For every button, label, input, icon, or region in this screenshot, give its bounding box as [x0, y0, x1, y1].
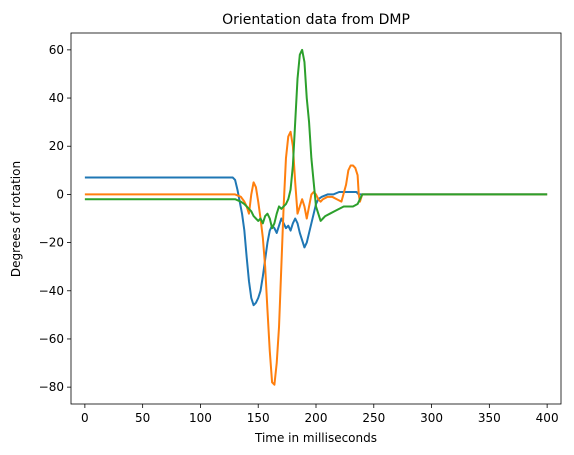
y-tick-label: −20 — [39, 236, 64, 250]
x-tick-label: 0 — [81, 411, 89, 425]
x-tick-label: 300 — [420, 411, 443, 425]
series-line-3 — [84, 48, 548, 230]
plot-frame — [70, 32, 562, 405]
x-tick-label: 400 — [536, 411, 559, 425]
x-axis: 0 50 100 150 200 250 300 350 400 — [81, 404, 559, 425]
y-tick-label: 60 — [49, 43, 64, 57]
x-tick-label: 350 — [478, 411, 501, 425]
y-tick-label: 20 — [49, 139, 64, 153]
x-tick-label: 100 — [189, 411, 212, 425]
y-tick-label: 40 — [49, 91, 64, 105]
y-axis: −80 −60 −40 −20 0 20 40 60 — [39, 43, 71, 394]
chart-title: Orientation data from DMP — [222, 12, 410, 28]
x-tick-label: 250 — [362, 411, 385, 425]
x-axis-label: Time in milliseconds — [254, 431, 377, 445]
series-line-2 — [84, 130, 548, 386]
y-tick-label: 0 — [56, 187, 64, 201]
y-tick-label: −80 — [39, 380, 64, 394]
x-tick-label: 150 — [247, 411, 270, 425]
x-tick-label: 200 — [305, 411, 328, 425]
y-axis-label: Degrees of rotation — [9, 161, 23, 277]
y-tick-label: −40 — [39, 284, 64, 298]
plot-area — [84, 48, 548, 386]
y-tick-label: −60 — [39, 332, 64, 346]
x-tick-label: 50 — [135, 411, 150, 425]
